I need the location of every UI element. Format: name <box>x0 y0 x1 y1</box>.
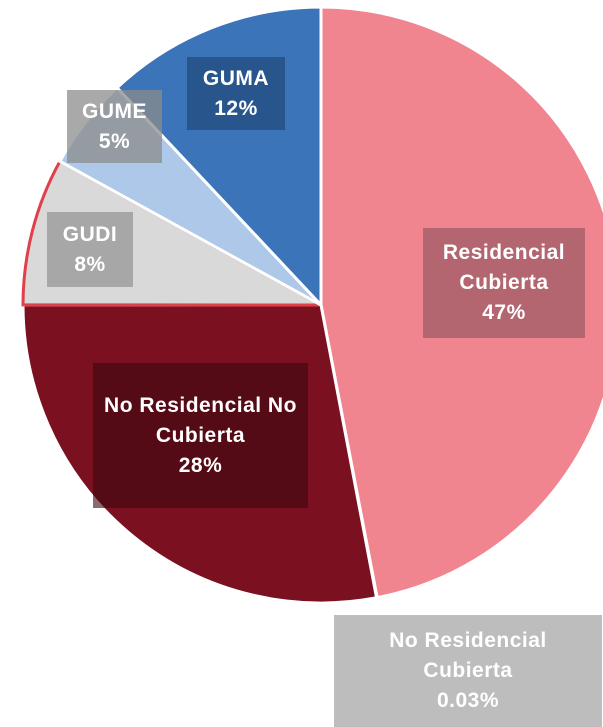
slice-label: No Residencial No Cubierta 28% <box>93 363 308 508</box>
slice-label: Residencial Cubierta 47% <box>423 228 585 338</box>
slice-value: 0.03% <box>436 689 500 712</box>
slice-name: GUMA <box>202 66 270 90</box>
slice-label: GUDI 8% <box>47 212 133 287</box>
slice-value: 5% <box>98 129 131 153</box>
slice-value: 28% <box>178 453 223 477</box>
slice-name: No Residencial Cubierta <box>389 629 547 682</box>
slice-value: 8% <box>74 252 106 276</box>
slice-value: 47% <box>482 301 526 324</box>
slice-name: Residencial Cubierta <box>442 241 566 294</box>
slice-label: No Residencial Cubierta 0.03% <box>334 615 602 727</box>
slice-label: GUMA 12% <box>187 57 285 130</box>
slice-name: GUME <box>82 99 147 123</box>
slice-label: GUME 5% <box>67 90 162 163</box>
slice-name: GUDI <box>62 222 118 246</box>
slice-value: 12% <box>214 96 258 120</box>
slice-name: No Residencial No Cubierta <box>104 393 297 447</box>
